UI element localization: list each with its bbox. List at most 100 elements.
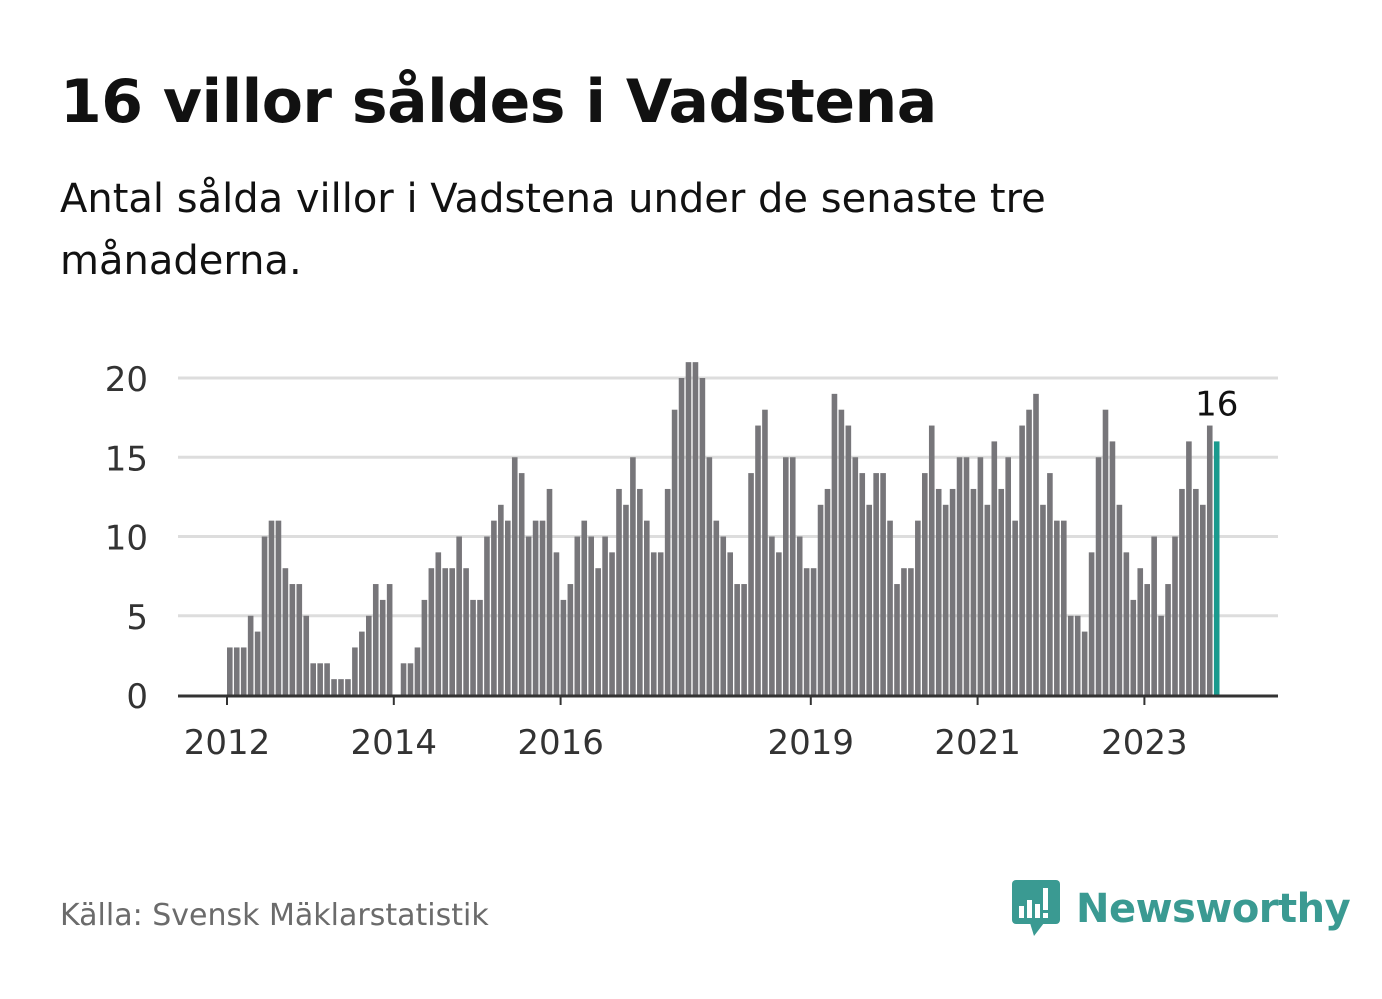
bar: [1033, 393, 1039, 695]
brand-name: Newsworthy: [1076, 886, 1351, 932]
bar: [852, 457, 859, 695]
bar: [762, 409, 768, 695]
bar: [1137, 568, 1144, 695]
bar: [991, 441, 998, 695]
bar: [511, 457, 518, 695]
x-axis-ticks: 2012 2014 2016 2019 2021 2023: [184, 696, 1188, 763]
bar: [637, 488, 643, 695]
bar: [1109, 441, 1116, 695]
bar: [227, 647, 233, 695]
bar: [880, 473, 886, 695]
bar: [456, 536, 462, 695]
bar: [428, 568, 435, 695]
bar: [352, 647, 358, 695]
bar: [748, 473, 754, 695]
bar: [372, 584, 379, 695]
bar: [310, 663, 316, 695]
bars: [227, 362, 1220, 695]
bar: [657, 552, 664, 695]
bar: [240, 647, 247, 695]
bar: [588, 536, 594, 695]
y-tick-label: 0: [126, 677, 148, 717]
bar: [956, 457, 963, 695]
bar: [824, 488, 831, 695]
bar: [984, 504, 991, 695]
bar: [783, 457, 789, 695]
bar: [873, 473, 879, 695]
bar: [498, 504, 504, 695]
bar: [539, 520, 546, 695]
bar: [859, 473, 866, 695]
bar: [518, 473, 525, 695]
bar: [289, 584, 296, 695]
chart-title: 16 villor såldes i Vadstena: [60, 67, 937, 137]
bar: [1054, 520, 1060, 695]
bar: [664, 488, 671, 695]
bar: [901, 568, 907, 695]
bar: [1081, 631, 1088, 695]
bar: [331, 679, 337, 695]
bar: [261, 536, 268, 695]
bar: [894, 584, 900, 695]
bar: [630, 457, 636, 695]
bar: [275, 520, 282, 695]
bar: [769, 536, 775, 695]
bar: [616, 488, 622, 695]
x-tick-label: 2019: [768, 723, 855, 763]
bar: [623, 504, 629, 695]
bar: [400, 663, 407, 695]
bar: [699, 378, 706, 695]
bar: [1193, 488, 1199, 695]
bar: [407, 663, 414, 695]
bar: [706, 457, 713, 695]
bar: [928, 425, 935, 695]
bar: [678, 378, 685, 695]
source-note: Källa: Svensk Mäklarstatistik: [60, 898, 489, 933]
bar: [484, 536, 490, 695]
bar: [685, 362, 692, 695]
bar: [1200, 504, 1206, 695]
bar: [525, 536, 532, 695]
bar: [379, 599, 386, 695]
bar: [296, 584, 303, 695]
bar: [713, 520, 720, 695]
bar: [470, 599, 476, 695]
bar: [324, 663, 330, 695]
bar-chart: 0 5 10 15 20 2012 2014 2016 2019 2021 2023 16: [105, 360, 1278, 763]
bar: [970, 488, 977, 695]
bar: [942, 504, 949, 695]
bar: [595, 568, 601, 695]
x-tick-label: 2016: [517, 723, 604, 763]
bar: [505, 520, 511, 695]
bar: [1144, 584, 1150, 695]
bar: [254, 631, 261, 695]
bar: [1088, 552, 1095, 695]
bar: [1213, 441, 1220, 695]
bar: [922, 473, 928, 695]
bar: [734, 584, 740, 695]
y-tick-label: 10: [105, 519, 148, 559]
bar: [442, 568, 449, 695]
bar: [720, 536, 727, 695]
bar: [1005, 457, 1011, 695]
bar: [1047, 473, 1053, 695]
chart-subtitle: Antal sålda villor i Vadstena under de s…: [60, 176, 1046, 284]
bar: [581, 520, 588, 695]
bar: [838, 409, 845, 695]
bar: [1040, 504, 1046, 695]
bar: [831, 393, 838, 695]
bar: [560, 599, 567, 695]
bar: [449, 568, 455, 695]
bar: [963, 457, 970, 695]
last-value-label: 16: [1195, 385, 1238, 425]
bar: [1095, 457, 1102, 695]
bar: [602, 536, 608, 695]
bar: [1074, 615, 1081, 695]
bar: [386, 584, 393, 695]
bar: [866, 504, 872, 695]
bar: [692, 362, 699, 695]
bar: [1102, 409, 1109, 695]
x-tick-label: 2021: [934, 723, 1021, 763]
bar: [1026, 409, 1032, 695]
bar: [1116, 504, 1123, 695]
